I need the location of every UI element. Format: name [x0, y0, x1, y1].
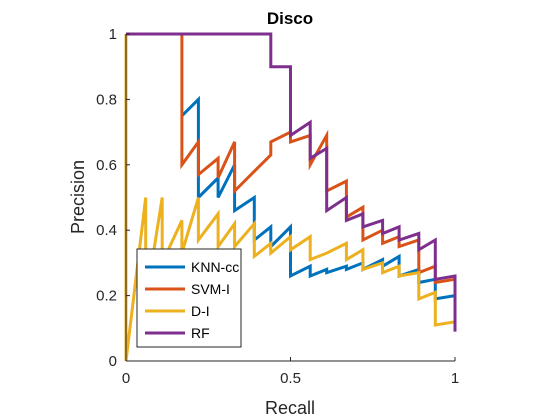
legend-label-0: KNN-cc [191, 259, 239, 275]
legend-label-1: SVM-I [191, 281, 230, 297]
x-tick-label: 0.5 [280, 370, 301, 387]
y-tick-label: 0.4 [96, 222, 117, 239]
y-tick-label: 0.2 [96, 288, 117, 305]
x-tick-label: 0 [122, 370, 130, 387]
chart-title: Disco [267, 9, 313, 28]
y-tick-label: 0.8 [96, 91, 117, 108]
ticks-layer: 0 0.5 1 0 0.2 0.4 0.6 0.8 1 [96, 26, 459, 387]
y-tick-label: 0 [109, 353, 117, 370]
legend-label-3: RF [191, 325, 210, 341]
legend-label-2: D-I [191, 303, 210, 319]
chart-legend: KNN-cc SVM-I D-I RF [136, 248, 242, 348]
x-axis-label: Recall [265, 398, 315, 418]
x-tick-label: 1 [451, 370, 459, 387]
y-tick-label: 1 [109, 26, 117, 43]
y-axis-label: Precision [68, 160, 88, 234]
series-line-3 [126, 32, 457, 332]
y-tick-label: 0.6 [96, 157, 117, 174]
legend-box [136, 248, 242, 348]
